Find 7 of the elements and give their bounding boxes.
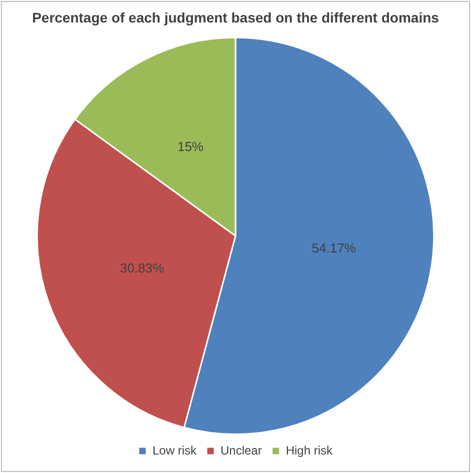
legend-label: High risk: [286, 443, 334, 458]
data-label: 30.83%: [120, 260, 164, 276]
data-label: 54.17%: [312, 240, 356, 256]
data-label: 15%: [177, 139, 204, 154]
chart-title: Percentage of each judgment based on the different domains: [32, 9, 440, 26]
legend-label: Unclear: [220, 443, 262, 458]
legend-label: Low risk: [152, 443, 198, 458]
